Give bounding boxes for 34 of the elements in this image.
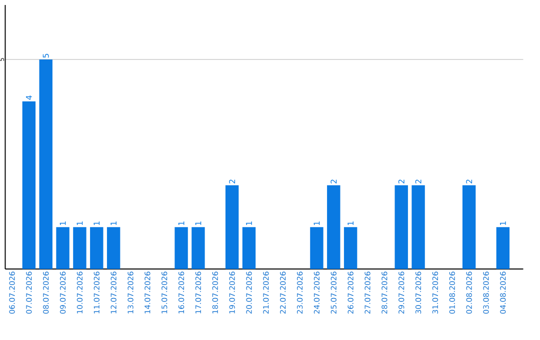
data-label: 1 (76, 222, 83, 226)
bar (344, 227, 358, 269)
bar (73, 227, 86, 269)
data-label: 1 (314, 222, 320, 226)
data-label: 2 (466, 180, 472, 184)
bar (192, 227, 205, 269)
data-label: 1 (195, 222, 202, 226)
data-label: 2 (229, 180, 236, 184)
bar (462, 185, 476, 269)
bar (174, 227, 188, 269)
bar (39, 59, 52, 269)
data-label: 1 (110, 222, 116, 226)
data-label: 1 (246, 222, 252, 226)
data-label: 5 (42, 54, 49, 58)
data-label: 2 (415, 180, 422, 184)
data-label: 1 (178, 222, 184, 226)
data-label: 1 (60, 222, 66, 226)
bar (242, 227, 256, 269)
data-label: 1 (348, 222, 354, 226)
bar (496, 227, 510, 269)
bar (412, 185, 425, 269)
bar (327, 185, 340, 269)
data-label: 4 (26, 96, 32, 100)
bar (225, 185, 239, 269)
bar (56, 227, 70, 269)
bar (22, 101, 36, 269)
bar (90, 227, 104, 269)
bar (310, 227, 324, 269)
data-label: 1 (500, 222, 506, 226)
data-label: 2 (330, 180, 337, 184)
bar (106, 227, 120, 269)
data-label: 1 (94, 222, 100, 226)
data-label: 2 (398, 180, 404, 184)
bar (394, 185, 408, 269)
